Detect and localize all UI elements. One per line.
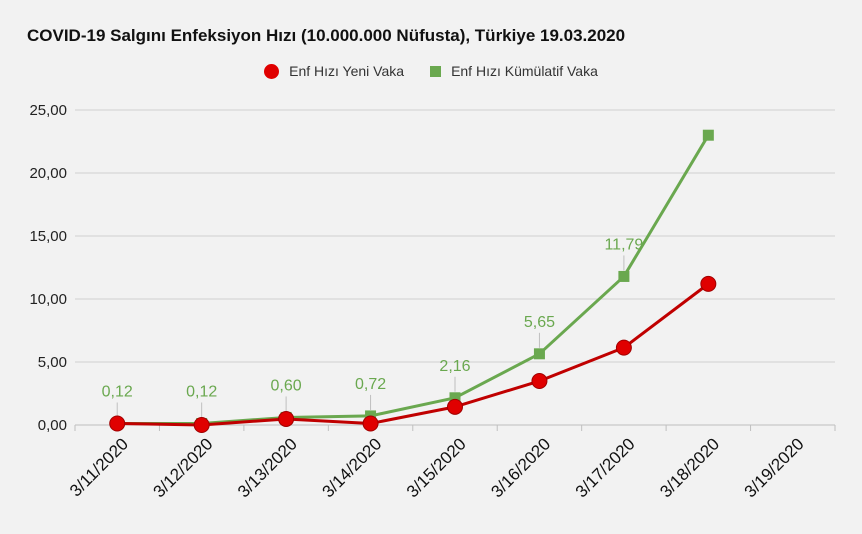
- point-new-cases: [700, 275, 717, 292]
- chart-title: COVID-19 Salgını Enfeksiyon Hızı (10.000…: [27, 26, 626, 45]
- point-new-cases: [278, 410, 295, 427]
- x-tick-label: 3/13/2020: [234, 434, 301, 501]
- legend-item-cumulative-cases: Enf Hızı Kümülatif Vaka: [430, 63, 598, 79]
- legend-label-new-cases: Enf Hızı Yeni Vaka: [289, 63, 405, 79]
- y-tick-label: 10,00: [29, 291, 67, 308]
- point-new-cases: [447, 398, 463, 415]
- point-new-cases: [193, 417, 210, 433]
- data-label: 0,12: [186, 383, 217, 400]
- x-tick-label: 3/15/2020: [403, 434, 470, 501]
- y-tick-label: 15,00: [29, 228, 67, 245]
- x-tick-label: 3/12/2020: [150, 434, 217, 501]
- legend-label-cumulative-cases: Enf Hızı Kümülatif Vaka: [451, 63, 598, 79]
- point-cumulative: [702, 129, 714, 141]
- x-tick-label: 3/11/2020: [66, 434, 132, 500]
- data-label: 11,79: [604, 236, 643, 253]
- x-tick-label: 3/17/2020: [572, 434, 639, 501]
- point-cumulative: [533, 348, 545, 360]
- x-tick-label: 3/18/2020: [656, 434, 723, 501]
- legend: Enf Hızı Yeni Vaka Enf Hızı Kümülatif Va…: [0, 63, 862, 79]
- y-tick-label: 5,00: [38, 354, 67, 371]
- series-line: [117, 282, 710, 427]
- x-tick-label: 3/14/2020: [318, 434, 385, 501]
- point-new-cases: [531, 373, 548, 390]
- point-cumulative: [449, 392, 461, 404]
- point-new-cases: [109, 415, 126, 432]
- data-label: 0,72: [355, 376, 386, 393]
- x-tick-label: 3/19/2020: [741, 434, 808, 501]
- legend-marker-new-cases: [264, 63, 280, 79]
- y-tick-label: 20,00: [29, 165, 67, 182]
- data-label: 0,12: [102, 383, 133, 400]
- series-line: [117, 134, 710, 425]
- data-label: 0,60: [271, 377, 302, 394]
- y-tick-label: 25,00: [29, 102, 67, 119]
- point-new-cases: [362, 415, 379, 432]
- point-cumulative: [618, 270, 630, 282]
- y-tick-label: 0,00: [38, 417, 67, 434]
- legend-item-new-cases: Enf Hızı Yeni Vaka: [264, 63, 404, 79]
- x-tick-label: 3/16/2020: [487, 434, 554, 501]
- data-label: 5,65: [524, 314, 555, 331]
- data-label: 2,16: [439, 358, 470, 375]
- legend-marker-cumulative-cases: [430, 65, 442, 77]
- point-new-cases: [615, 339, 632, 356]
